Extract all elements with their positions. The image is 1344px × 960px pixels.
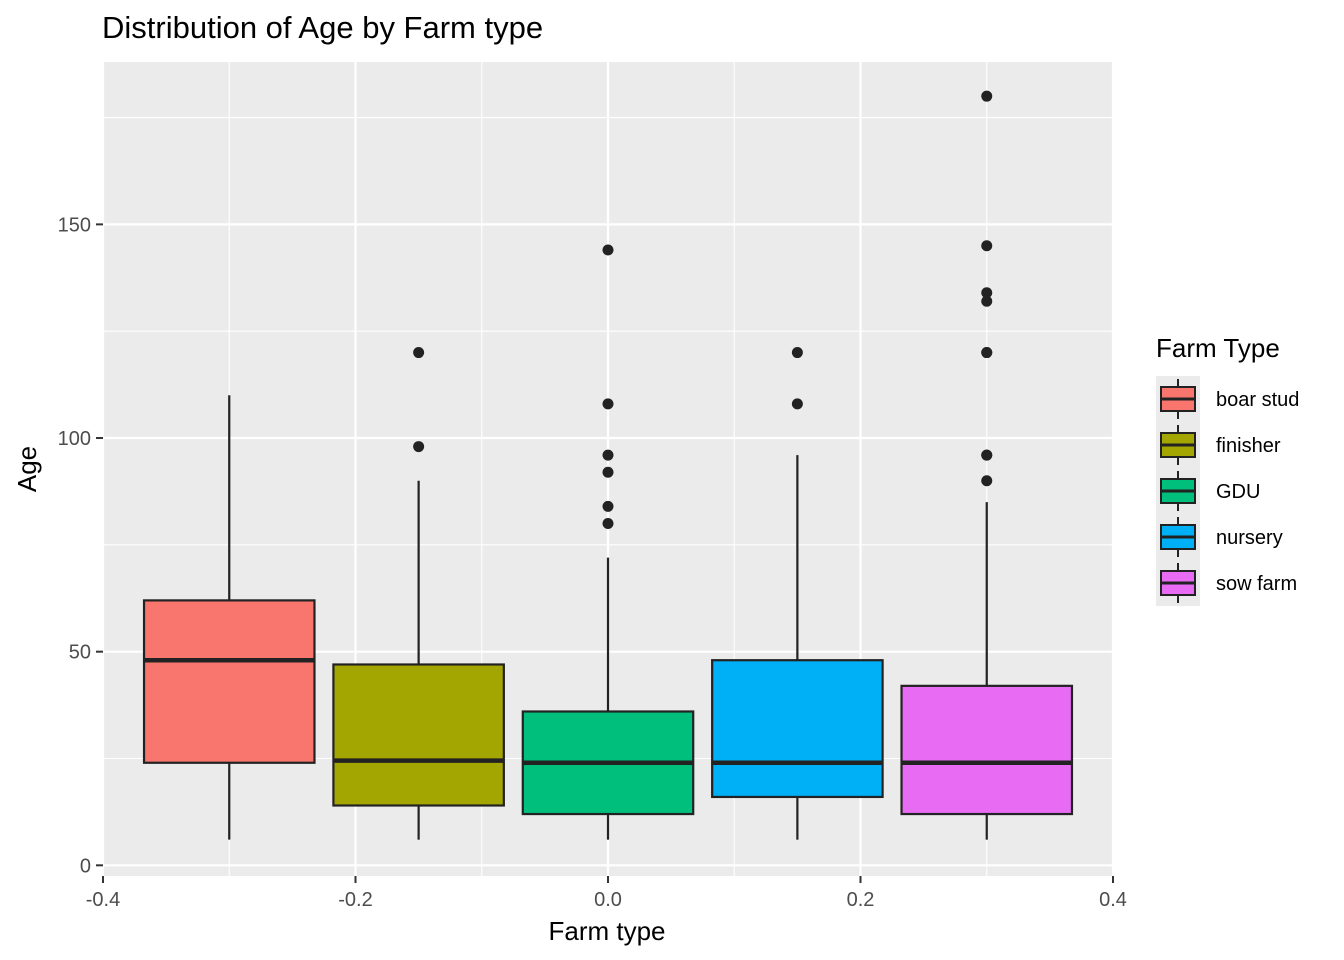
boxplot-nursery [711, 347, 884, 840]
legend-label: GDU [1216, 481, 1260, 503]
legend-item: nursery [1160, 517, 1283, 557]
legend-item: GDU [1160, 471, 1260, 511]
box [142, 599, 316, 764]
box [711, 659, 884, 799]
legend-item: boar stud [1160, 379, 1299, 419]
legend-item: finisher [1160, 425, 1281, 465]
outlier-point [981, 240, 993, 252]
outlier-point [602, 244, 614, 256]
y-tick-label: 100 [58, 428, 91, 450]
legend-label: nursery [1216, 527, 1283, 549]
x-tick-label: -0.4 [86, 889, 120, 911]
outlier-point [981, 90, 993, 102]
outlier-point [981, 475, 993, 487]
outlier-point [602, 517, 614, 529]
outlier-point [602, 500, 614, 512]
boxes [142, 90, 1074, 840]
boxplot-sow-farm [900, 90, 1074, 840]
x-tick-label: 0.4 [1099, 889, 1127, 911]
x-tick-label: 0.2 [847, 889, 875, 911]
legend-label: sow farm [1216, 573, 1297, 595]
outlier-point [602, 449, 614, 461]
legend-label: boar stud [1216, 389, 1299, 411]
box [332, 663, 505, 807]
outlier-point [602, 466, 614, 478]
boxplot-gdu [521, 244, 695, 840]
y-axis: 0 50 100 150 [58, 214, 103, 877]
chart-title: Distribution of Age by Farm type [102, 10, 543, 45]
legend: Farm Type boar stud finisher GDU nursery sow… [1156, 333, 1299, 606]
outlier-point [413, 347, 425, 359]
x-axis-title: Farm type [548, 916, 665, 946]
x-tick-label: 0.0 [594, 889, 622, 911]
y-tick-label: 50 [69, 642, 91, 664]
y-tick-label: 150 [58, 214, 91, 236]
legend-label: finisher [1216, 435, 1281, 457]
outlier-point [981, 287, 993, 299]
legend-title: Farm Type [1156, 333, 1280, 363]
outlier-point [791, 398, 803, 410]
outlier-point [981, 449, 993, 461]
x-axis: -0.4 -0.2 0.0 0.2 0.4 [86, 876, 1127, 911]
box [900, 684, 1074, 816]
boxplot-boar-stud [142, 395, 316, 840]
outlier-point [413, 441, 425, 453]
legend-item: sow farm [1160, 563, 1297, 603]
outlier-point [602, 398, 614, 410]
y-tick-label: 0 [80, 855, 91, 877]
x-tick-label: -0.2 [338, 889, 372, 911]
outlier-point [981, 295, 993, 307]
outlier-point [791, 347, 803, 359]
outlier-point [981, 347, 993, 359]
y-axis-title: Age [12, 446, 42, 492]
boxplot-finisher [332, 347, 505, 840]
